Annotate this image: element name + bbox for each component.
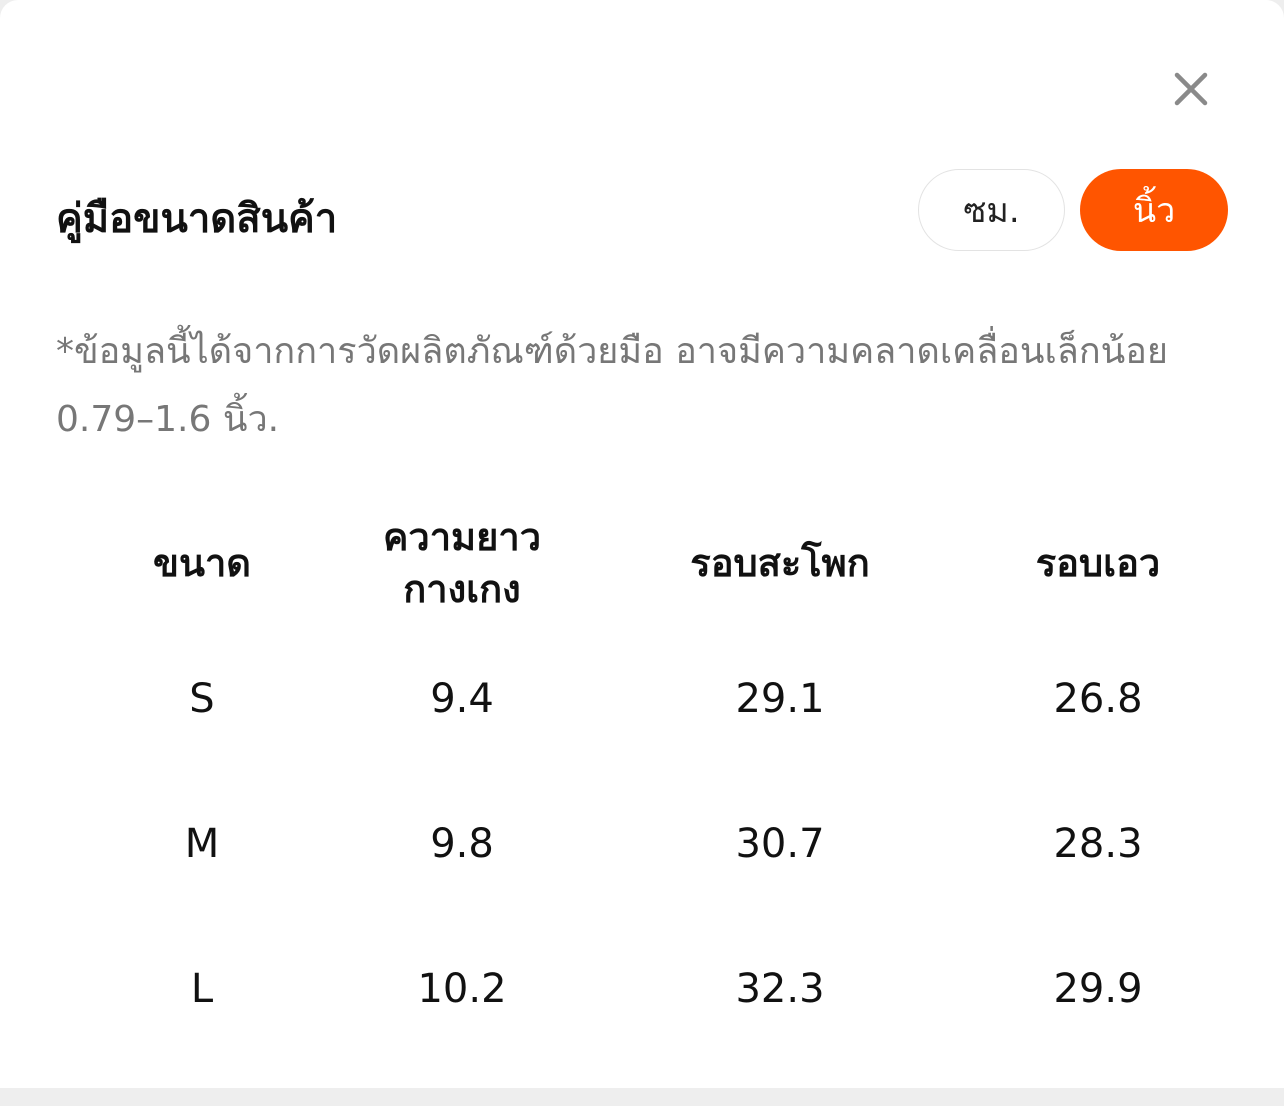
- header-size: ขนาด: [153, 541, 251, 585]
- cell-size: M: [184, 820, 220, 867]
- header-waist: รอบเอว: [1035, 541, 1161, 585]
- cell-waist: 28.3: [1053, 820, 1143, 867]
- cell-hip: 32.3: [735, 965, 825, 1012]
- cell-hip: 29.1: [735, 675, 825, 722]
- table-header: ขนาด ความยาวกางเกง รอบสะโพก รอบเอว: [42, 500, 1262, 626]
- cell-length: 10.2: [417, 965, 507, 1012]
- measurement-note: *ข้อมูลนี้ได้จากการวัดผลิตภัณฑ์ด้วยมือ อ…: [56, 331, 1168, 440]
- unit-inch-button[interactable]: นิ้ว: [1080, 169, 1228, 251]
- cell-size: L: [190, 965, 214, 1012]
- cell-waist: 26.8: [1053, 675, 1143, 722]
- table-row: L 10.2 32.3 29.9: [42, 916, 1262, 1061]
- close-button[interactable]: [1168, 66, 1214, 112]
- cell-size: S: [189, 675, 215, 722]
- cell-hip: 30.7: [735, 820, 825, 867]
- unit-cm-button[interactable]: ซม.: [918, 169, 1065, 251]
- table-row: M 9.8 30.7 28.3: [42, 771, 1262, 916]
- cell-waist: 29.9: [1053, 965, 1143, 1012]
- size-table: ขนาด ความยาวกางเกง รอบสะโพก รอบเอว S 9.4…: [42, 500, 1262, 1061]
- header-hip: รอบสะโพก: [690, 541, 870, 585]
- cell-length: 9.4: [430, 675, 494, 722]
- dialog-title: คู่มือขนาดสินค้า: [56, 196, 338, 242]
- header-length: ความยาวกางเกง: [382, 515, 542, 611]
- table-row: S 9.4 29.1 26.8: [42, 626, 1262, 771]
- cell-length: 9.8: [430, 820, 494, 867]
- close-icon: [1174, 72, 1208, 106]
